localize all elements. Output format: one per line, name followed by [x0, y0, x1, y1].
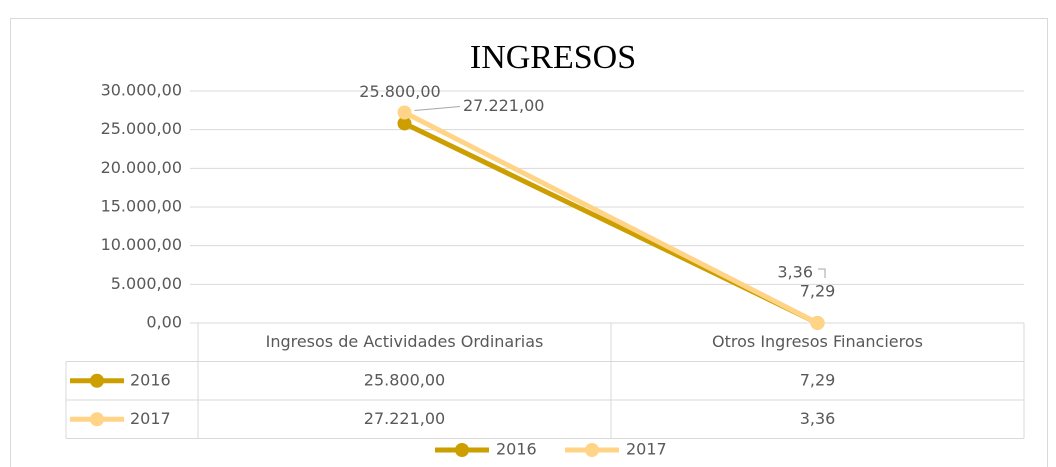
leader-line — [818, 268, 826, 278]
data-label: 27.221,00 — [463, 96, 544, 115]
y-tick-label: 20.000,00 — [101, 158, 182, 177]
table-cell: 3,36 — [800, 409, 836, 428]
leader-line — [414, 105, 461, 111]
table-series-name: 2016 — [130, 370, 171, 389]
data-point — [810, 315, 825, 330]
x-tick-label: Otros Ingresos Financieros — [712, 332, 923, 351]
y-tick-label: 25.000,00 — [101, 119, 182, 138]
data-label: 3,36 — [777, 262, 813, 281]
chart-frame — [10, 18, 1048, 467]
legend-label: 2017 — [626, 440, 667, 459]
x-tick-label: Ingresos de Actividades Ordinarias — [266, 332, 544, 351]
table-cell: 7,29 — [800, 370, 836, 389]
series-line — [403, 110, 819, 326]
chart-title: INGRESOS — [470, 39, 636, 76]
data-label: 25.800,00 — [359, 82, 440, 101]
legend-marker — [90, 412, 104, 427]
data-point — [397, 105, 412, 120]
y-tick-label: 5.000,00 — [111, 274, 182, 293]
y-tick-label: 15.000,00 — [101, 197, 182, 216]
legend-marker — [585, 443, 599, 457]
table-series-name: 2017 — [130, 409, 171, 428]
y-tick-label: 30.000,00 — [101, 81, 182, 100]
y-tick-label: 10.000,00 — [101, 235, 182, 254]
legend-marker — [90, 373, 104, 388]
table-cell: 27.221,00 — [364, 409, 445, 428]
table-cell: 25.800,00 — [364, 370, 445, 389]
legend-label: 2016 — [496, 440, 537, 459]
data-label: 7,29 — [800, 281, 836, 300]
legend-marker — [455, 443, 469, 457]
y-tick-label: 0,00 — [146, 313, 182, 332]
data-point — [397, 116, 412, 131]
